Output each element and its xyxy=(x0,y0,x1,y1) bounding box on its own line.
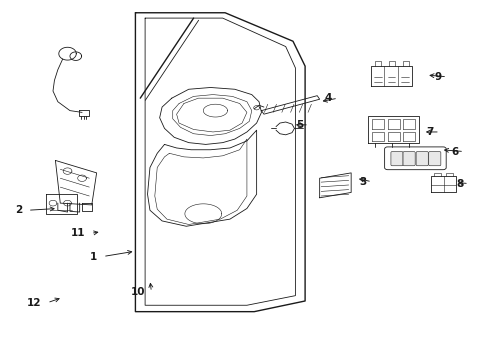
Text: 8: 8 xyxy=(455,179,462,189)
Text: 4: 4 xyxy=(324,93,331,103)
Text: 9: 9 xyxy=(433,72,441,82)
FancyBboxPatch shape xyxy=(415,152,427,166)
FancyBboxPatch shape xyxy=(390,152,402,166)
Text: 5: 5 xyxy=(295,120,303,130)
Text: 3: 3 xyxy=(358,177,366,187)
Text: 12: 12 xyxy=(27,298,41,308)
Text: 11: 11 xyxy=(70,228,85,238)
Text: 7: 7 xyxy=(426,127,433,137)
FancyBboxPatch shape xyxy=(428,152,440,166)
Text: 10: 10 xyxy=(131,287,145,297)
Text: 6: 6 xyxy=(450,147,457,157)
FancyBboxPatch shape xyxy=(384,147,445,170)
FancyBboxPatch shape xyxy=(402,152,414,166)
Text: 2: 2 xyxy=(15,205,22,215)
Text: 1: 1 xyxy=(90,252,97,261)
